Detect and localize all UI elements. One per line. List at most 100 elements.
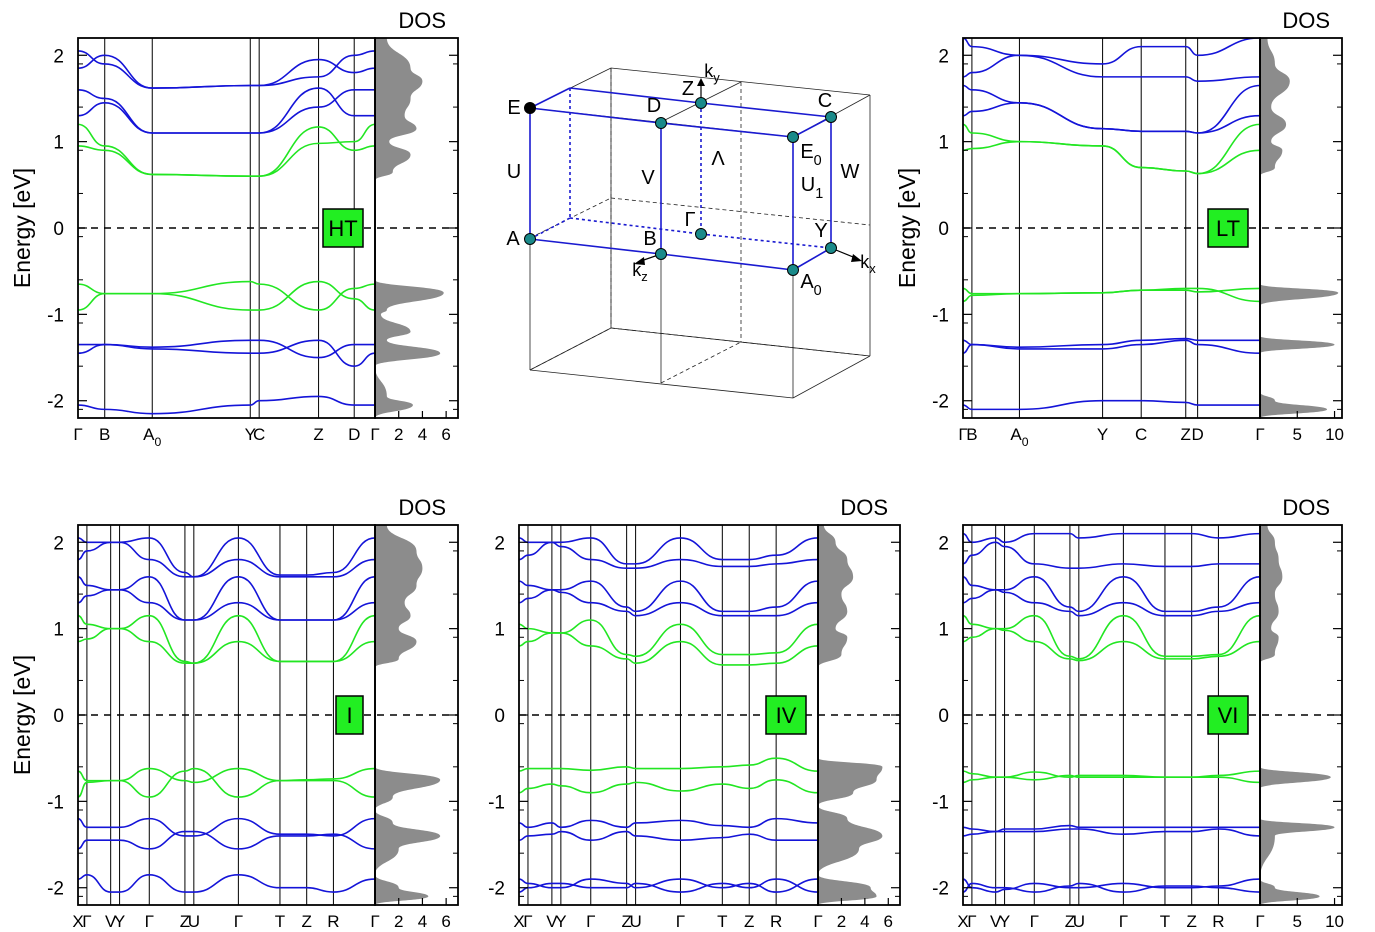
dos-tick-label: 6	[884, 912, 893, 931]
bz-blue-dashed	[569, 217, 702, 235]
band-line	[963, 576, 1261, 613]
phase-label: LT	[1216, 216, 1240, 241]
phase-label-box	[322, 208, 364, 248]
y-tick-label: 1	[938, 620, 949, 641]
band-line	[519, 537, 819, 565]
band-line	[963, 541, 1260, 569]
bz-point	[524, 102, 536, 114]
band-line	[963, 824, 1260, 833]
kpoint-label: Γ	[1030, 912, 1039, 931]
dos-curve	[375, 525, 441, 905]
band-line	[78, 339, 376, 367]
y-tick-label: 2	[53, 533, 64, 554]
kpoint-label: Z	[621, 912, 631, 931]
bz-point-label: Y	[814, 220, 827, 242]
band-line	[963, 140, 1261, 175]
dos-title: DOS	[840, 495, 888, 520]
kpoint-label: V	[546, 912, 558, 931]
bz-box-edge	[610, 67, 871, 96]
kpoint-label: T	[1160, 912, 1170, 931]
bz-blue-edge	[529, 107, 662, 124]
y-tick-label: 2	[938, 533, 949, 554]
bz-blue-edge	[660, 253, 794, 271]
dos-tick-label: 10	[1325, 425, 1344, 444]
kpoint-label: V	[105, 912, 117, 931]
band-line	[78, 50, 376, 89]
kpoint-label: X	[72, 912, 83, 931]
band-line	[963, 337, 1260, 348]
band-line	[519, 830, 818, 842]
bz-point	[695, 97, 707, 109]
band-line	[963, 123, 1261, 175]
kpoint-label: X	[957, 912, 968, 931]
band-line	[963, 770, 1261, 778]
kpoint-label: Γ	[370, 425, 379, 444]
band-line	[78, 588, 376, 621]
kz-arrowhead	[634, 257, 645, 265]
bz-blue-edge	[660, 122, 794, 138]
dos-curve	[1260, 525, 1335, 905]
kpoint-label: Y	[114, 912, 125, 931]
band-line	[78, 767, 376, 784]
dos-tick-label: 2	[837, 912, 846, 931]
kpoint-label: T	[717, 912, 727, 931]
band-line	[963, 38, 1261, 65]
bz-point-label: B	[643, 228, 656, 250]
kpoint-label: U	[188, 912, 200, 931]
bz-point	[655, 248, 667, 260]
y-tick-label: 1	[53, 620, 64, 641]
bz-inner-line	[660, 341, 742, 384]
kpoint-label: Z	[313, 425, 323, 444]
bz-point-label: Γ	[684, 209, 695, 231]
phase-label-box	[1207, 695, 1249, 735]
kpoint-label: U	[629, 912, 641, 931]
kpoint-label: Z	[744, 912, 754, 931]
kpoint-label: Γ	[73, 425, 82, 444]
kpoint-label: R	[770, 912, 782, 931]
kpoint-label: Γ	[967, 912, 976, 931]
dos-curve	[375, 38, 444, 418]
band-line	[963, 54, 1261, 82]
y-tick-label: -2	[932, 392, 949, 413]
band-line	[78, 576, 376, 621]
kpoint-label: Γ	[145, 912, 154, 931]
bz-point-label: W	[841, 161, 860, 183]
bz-inner-line	[529, 327, 612, 371]
y-tick-label: -2	[47, 392, 64, 413]
bz-blue-edge	[529, 87, 571, 109]
dos-tick-label: 6	[441, 912, 450, 931]
bz-point-label: U1	[801, 174, 823, 202]
bz-blue-dashed	[529, 217, 571, 240]
bz-point-label: E0	[800, 141, 821, 169]
kpoint-label: Y	[245, 425, 256, 444]
phase-label-box	[1207, 208, 1249, 248]
bz-blue-dashed	[700, 233, 832, 249]
kpoint-label: D	[1191, 425, 1203, 444]
phase-label: I	[346, 703, 352, 728]
ky-arrowhead	[697, 78, 705, 86]
bz-point	[655, 117, 667, 129]
bz-axis-label: kz	[632, 260, 648, 284]
kpoint-label: Y	[555, 912, 566, 931]
y-tick-label: -2	[47, 879, 64, 900]
y-tick-label: 0	[938, 706, 949, 727]
kx-arrowhead	[851, 254, 862, 262]
kpoint-label: Γ	[958, 425, 967, 444]
kpoint-label: R	[1212, 912, 1224, 931]
bz-point-label: Λ	[711, 148, 725, 170]
kpoint-label: C	[253, 425, 265, 444]
kpoint-label: V	[990, 912, 1002, 931]
band-line	[78, 830, 376, 850]
band-line	[963, 84, 1261, 134]
band-line	[78, 537, 376, 578]
kpoint-label: Z	[1181, 425, 1191, 444]
bz-axis-label: ky	[704, 61, 720, 85]
band-line	[963, 627, 1261, 662]
bz-axis-label: kx	[860, 252, 876, 276]
bz-blue-edge	[529, 238, 662, 255]
kpoint-label: Γ	[813, 912, 822, 931]
